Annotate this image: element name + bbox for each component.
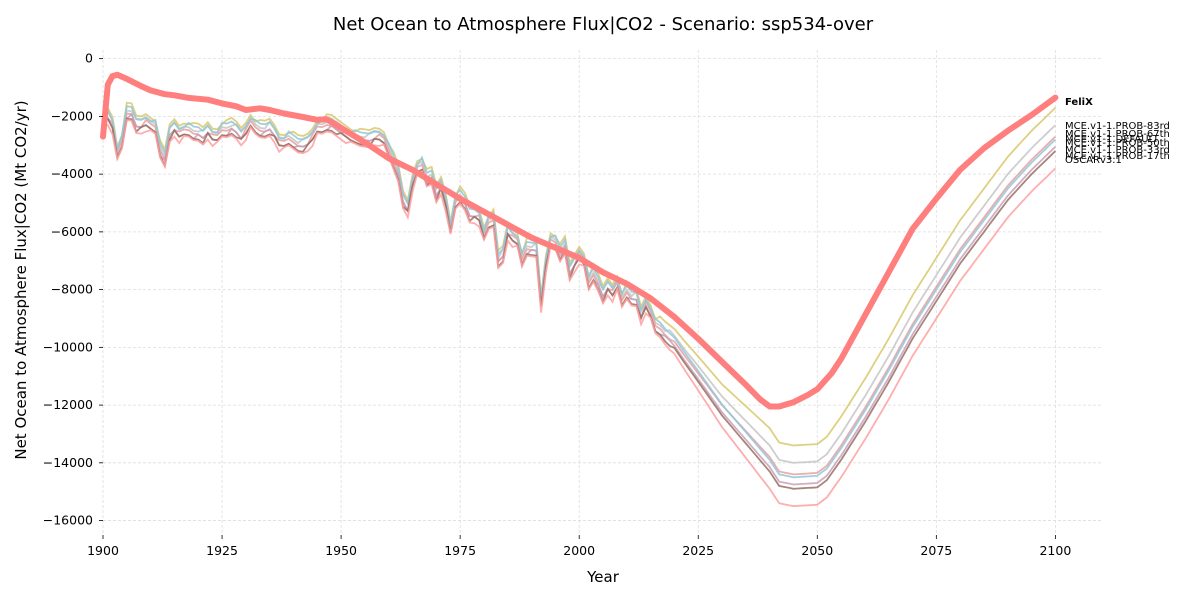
grid xyxy=(102,50,1103,535)
end-label-default: MCE.v1-1.DEFAULT xyxy=(1065,134,1160,145)
x-axis-label: Year xyxy=(586,568,620,586)
end-label-prob-67th: MCE.v1-1.PROB-67th xyxy=(1065,129,1170,140)
end-label-prob-33rd: MCE.v1-1.PROB-33rd xyxy=(1065,145,1170,156)
x-tick-label: 1900 xyxy=(87,543,119,558)
end-labels: FeliX MCE.v1-1.PROB-83rd MCE.v1-1.PROB-6… xyxy=(1065,97,1170,166)
y-tick-label: −8000 xyxy=(51,282,93,297)
y-tick-label: 0 xyxy=(85,51,93,66)
series-line xyxy=(102,112,1057,486)
axes: 1900 1925 1950 1975 2000 2025 2050 2075 2100 0 −20… xyxy=(43,51,1072,558)
x-tick-label: 2075 xyxy=(920,543,952,558)
end-label-felix: FeliX xyxy=(1065,97,1093,108)
series-line xyxy=(102,105,1057,479)
series-line xyxy=(102,101,1057,447)
y-tick-label: −6000 xyxy=(51,224,93,239)
x-tick-label: 2100 xyxy=(1039,543,1071,558)
x-tick-label: 1950 xyxy=(325,543,357,558)
y-tick-label: −16000 xyxy=(43,513,93,528)
series-line xyxy=(102,118,1057,508)
y-tick-label: −12000 xyxy=(43,397,93,412)
x-tick-label: 1975 xyxy=(444,543,476,558)
end-label-prob-17th: MCE.v1-1.PROB-17th xyxy=(1065,151,1170,162)
end-label-oscar: OSCARv3.1 xyxy=(1065,155,1122,166)
felix-line xyxy=(100,71,1059,410)
y-tick-label: −14000 xyxy=(43,455,93,470)
x-tick-label: 2025 xyxy=(682,543,714,558)
x-tick-label: 2000 xyxy=(563,543,595,558)
end-label-prob-50th: MCE.v1-1.PROB-50th xyxy=(1065,138,1170,149)
y-tick-label: −2000 xyxy=(51,108,93,123)
felix-line-group xyxy=(100,71,1059,410)
series-line xyxy=(102,112,1057,476)
end-label-prob-83rd: MCE.v1-1.PROB-83rd xyxy=(1065,121,1170,132)
x-tick-label: 2050 xyxy=(801,543,833,558)
y-tick-label: −10000 xyxy=(43,339,93,354)
y-axis-label: Net Ocean to Atmosphere Flux|CO2 (Mt CO2… xyxy=(12,100,30,459)
x-tick-label: 1925 xyxy=(206,543,238,558)
chart-title: Net Ocean to Atmosphere Flux|CO2 - Scena… xyxy=(333,14,874,35)
y-tick-label: −4000 xyxy=(51,166,93,181)
